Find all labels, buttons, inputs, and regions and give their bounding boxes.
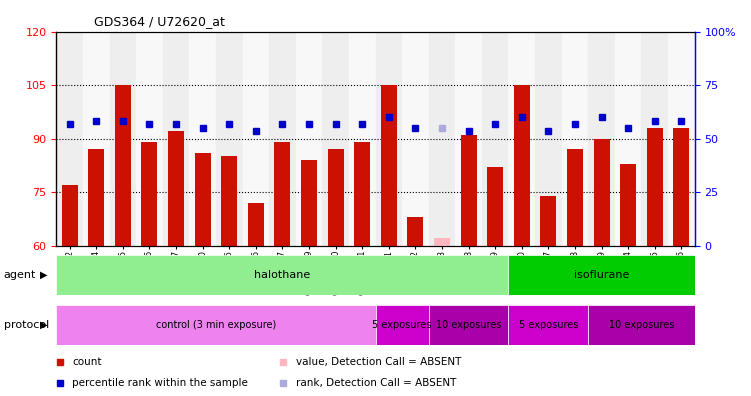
Bar (89, 149, 104, 246)
Bar (56, 255, 508, 295)
Bar (674, 128, 689, 246)
Bar (327, 149, 344, 246)
Bar (296, 32, 322, 246)
Bar (56, 32, 83, 246)
Bar (615, 32, 641, 246)
Bar (168, 131, 184, 246)
Bar (647, 128, 663, 246)
Bar (593, 139, 610, 246)
Bar (460, 135, 477, 246)
Text: percentile rank within the sample: percentile rank within the sample (72, 378, 248, 388)
Bar (322, 32, 349, 246)
Bar (349, 32, 376, 246)
Bar (216, 32, 243, 246)
Bar (535, 32, 562, 246)
Text: 10 exposures: 10 exposures (436, 320, 501, 330)
Text: ▶: ▶ (40, 270, 47, 280)
Bar (541, 196, 556, 246)
Text: protocol: protocol (4, 320, 49, 330)
Bar (83, 32, 110, 246)
Bar (567, 149, 583, 246)
Text: count: count (72, 357, 102, 367)
Text: ▶: ▶ (40, 320, 47, 330)
Bar (620, 164, 636, 246)
Text: 10 exposures: 10 exposures (609, 320, 674, 330)
Bar (641, 32, 668, 246)
Bar (487, 167, 503, 246)
Bar (274, 142, 291, 246)
Bar (301, 160, 317, 246)
Bar (429, 32, 455, 246)
Bar (110, 32, 136, 246)
Bar (248, 203, 264, 246)
Bar (62, 185, 77, 246)
Bar (189, 32, 216, 246)
Text: value, Detection Call = ABSENT: value, Detection Call = ABSENT (296, 357, 461, 367)
Bar (514, 85, 529, 246)
Bar (269, 32, 296, 246)
Text: halothane: halothane (255, 270, 310, 280)
Bar (222, 156, 237, 246)
Bar (402, 32, 429, 246)
Bar (482, 32, 508, 246)
Text: rank, Detection Call = ABSENT: rank, Detection Call = ABSENT (296, 378, 456, 388)
Bar (455, 32, 482, 246)
Bar (434, 238, 450, 246)
Text: isoflurane: isoflurane (574, 270, 629, 280)
Text: control (3 min exposure): control (3 min exposure) (155, 320, 276, 330)
Bar (668, 32, 695, 246)
Bar (141, 142, 158, 246)
Bar (243, 32, 269, 246)
Bar (508, 255, 695, 295)
Bar (56, 305, 376, 345)
Bar (408, 217, 424, 246)
Bar (562, 32, 588, 246)
Bar (376, 32, 402, 246)
Bar (588, 305, 695, 345)
Bar (163, 32, 189, 246)
Bar (508, 32, 535, 246)
Bar (429, 305, 508, 345)
Text: 5 exposures: 5 exposures (519, 320, 578, 330)
Bar (354, 142, 370, 246)
Bar (508, 305, 588, 345)
Text: 5 exposures: 5 exposures (372, 320, 432, 330)
Text: agent: agent (4, 270, 36, 280)
Bar (381, 85, 397, 246)
Text: GDS364 / U72620_at: GDS364 / U72620_at (94, 15, 225, 28)
Bar (376, 305, 429, 345)
Bar (136, 32, 163, 246)
Bar (195, 153, 210, 246)
Bar (115, 85, 131, 246)
Bar (588, 32, 615, 246)
